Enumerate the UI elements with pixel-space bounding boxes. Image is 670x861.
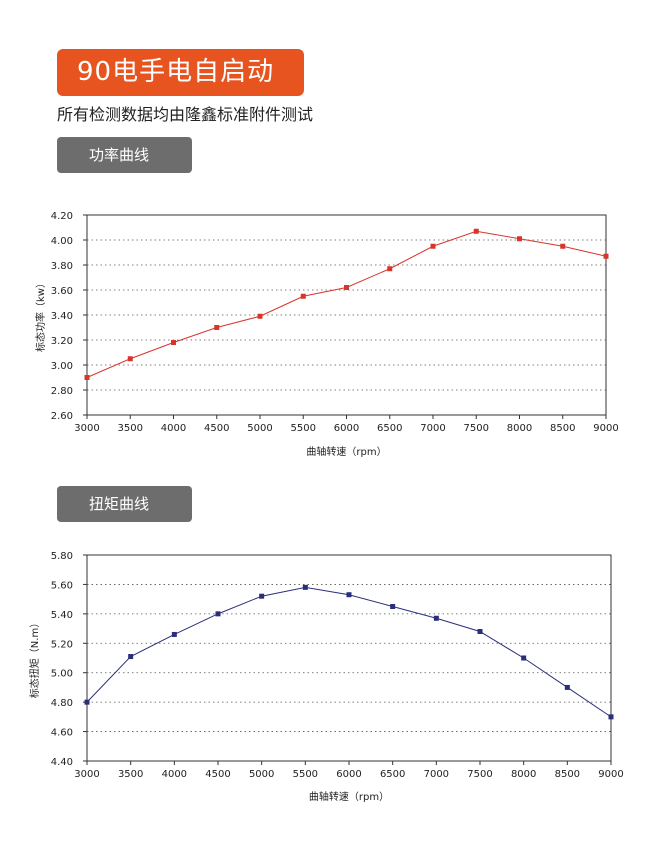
power-x-tick-label: 7500 <box>464 423 489 434</box>
torque-data-point <box>564 684 570 690</box>
torque-data-point <box>259 593 265 599</box>
torque-data-point <box>608 714 614 720</box>
power-x-tick-label: 4500 <box>204 423 229 434</box>
torque-x-tick-label: 4000 <box>162 769 187 780</box>
torque-x-tick-label: 8500 <box>555 769 580 780</box>
torque-y-axis-label: 标态扭矩（N.m） <box>28 618 41 698</box>
torque-chart: 4.40 4.60 4.80 5.00 5.20 5.40 5.60 5.80 3000 3500… <box>28 551 624 803</box>
power-y-tick-label: 2.80 <box>51 386 73 397</box>
power-data-point <box>300 293 306 299</box>
power-y-tick-label: 3.80 <box>51 261 73 272</box>
power-data-point <box>214 325 220 330</box>
torque-x-axis-label: 曲轴转速（rpm） <box>309 790 389 803</box>
torque-y-tick-label: 5.80 <box>51 551 73 562</box>
power-series-line <box>86 230 607 378</box>
torque-y-tick-label: 5.40 <box>51 610 73 621</box>
power-data-point <box>430 243 436 249</box>
power-y-axis-label: 标态功率（kw） <box>34 278 47 352</box>
torque-data-point <box>390 604 396 609</box>
power-data-point <box>344 285 349 290</box>
torque-x-tick-label: 9000 <box>598 769 623 780</box>
power-x-tick-label: 7000 <box>420 423 445 434</box>
torque-y-tick-label: 4.80 <box>51 698 73 709</box>
power-x-tick-label: 5000 <box>247 423 272 434</box>
torque-y-tick-label: 4.40 <box>51 757 73 768</box>
power-y-tick-label: 4.00 <box>51 236 73 247</box>
power-data-point <box>171 340 176 345</box>
torque-x-tick-label: 5500 <box>293 769 318 780</box>
torque-y-tick-label: 5.60 <box>51 580 73 591</box>
section-tag-torque: 扭矩曲线 <box>57 486 192 522</box>
torque-data-point <box>302 584 308 590</box>
power-x-tick-label: 5500 <box>291 423 316 434</box>
torque-y-tick-label: 5.00 <box>51 669 73 680</box>
power-y-tick-label: 3.20 <box>51 336 73 347</box>
torque-data-point <box>521 655 527 661</box>
torque-x-tick-label: 3500 <box>118 769 143 780</box>
power-data-point <box>387 266 393 272</box>
torque-x-tick-label: 7000 <box>424 769 449 780</box>
power-x-tick-label: 4000 <box>161 423 186 434</box>
torque-y-tick-label: 4.60 <box>51 728 73 739</box>
torque-data-point <box>477 629 483 635</box>
torque-y-tick-label: 5.20 <box>51 639 73 650</box>
torque-x-tick-label: 5000 <box>249 769 274 780</box>
power-chart: 2.60 2.80 3.00 3.20 3.40 3.60 3.80 4.00 4.20 3000… <box>34 211 619 458</box>
torque-x-tick-label: 8000 <box>511 769 536 780</box>
power-y-tick-label: 3.40 <box>51 311 73 322</box>
power-x-axis-label: 曲轴转速（rpm） <box>306 445 386 458</box>
power-data-point <box>84 375 90 380</box>
torque-x-tick-label: 6500 <box>380 769 405 780</box>
section-tag-power: 功率曲线 <box>57 137 192 173</box>
power-x-tick-label: 3000 <box>74 423 99 434</box>
page-title: 90电手电自启动 <box>57 49 304 96</box>
torque-data-point <box>215 611 221 617</box>
torque-x-tick-label: 3000 <box>74 769 99 780</box>
power-y-tick-label: 4.20 <box>51 211 73 222</box>
power-data-point <box>473 228 479 234</box>
power-data-point <box>603 253 609 259</box>
power-data-point <box>257 313 263 319</box>
power-y-tick-label: 2.60 <box>51 411 73 422</box>
power-data-point <box>127 356 133 362</box>
torque-data-point <box>128 654 134 660</box>
torque-data-point <box>433 615 439 621</box>
torque-x-tick-label: 4500 <box>205 769 230 780</box>
power-x-tick-label: 3500 <box>118 423 143 434</box>
power-y-tick-label: 3.00 <box>51 361 73 372</box>
torque-data-point <box>171 631 177 637</box>
torque-data-point <box>84 699 90 705</box>
torque-series-line <box>86 586 612 718</box>
torque-x-tick-label: 7500 <box>467 769 492 780</box>
power-data-point <box>517 236 522 242</box>
power-x-tick-label: 6000 <box>334 423 359 434</box>
torque-data-point <box>346 592 352 598</box>
torque-x-tick-label: 6000 <box>336 769 361 780</box>
power-x-tick-label: 8000 <box>507 423 532 434</box>
power-x-tick-label: 6500 <box>377 423 402 434</box>
power-data-point <box>560 243 566 249</box>
torque-plot-frame <box>86 554 612 762</box>
power-x-tick-label: 8500 <box>550 423 575 434</box>
power-y-tick-label: 3.60 <box>51 286 73 297</box>
page-subtitle: 所有检测数据均由隆鑫标准附件测试 <box>57 105 314 124</box>
power-x-tick-label: 9000 <box>593 423 618 434</box>
